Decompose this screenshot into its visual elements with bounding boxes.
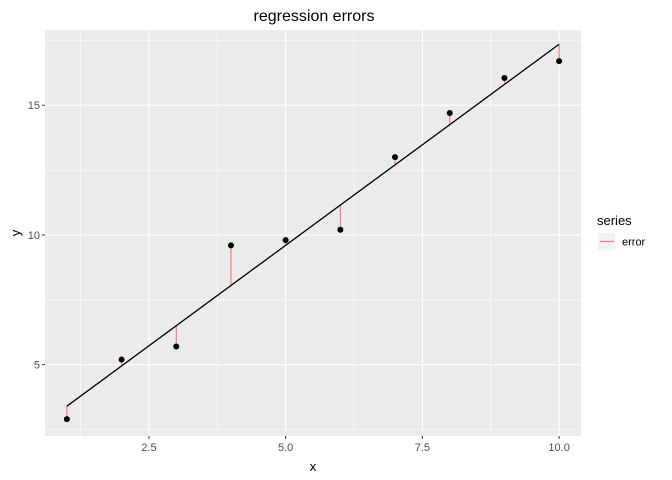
data-point [282, 237, 289, 244]
data-point [337, 226, 344, 233]
data-point [556, 58, 563, 65]
data-point [446, 110, 453, 117]
data-point [118, 356, 125, 363]
data-point [63, 416, 70, 423]
chart-title: regression errors [254, 8, 375, 25]
data-point [392, 154, 399, 161]
x-tick-label: 7.5 [415, 442, 430, 454]
x-tick-label: 10.0 [548, 442, 569, 454]
data-point [227, 242, 234, 249]
grid [45, 30, 581, 436]
regression-line [66, 43, 560, 407]
legend: series error [597, 213, 646, 250]
data-points [63, 58, 563, 423]
x-axis-ticks: 2.5 5.0 7.5 10.0 [141, 436, 570, 454]
data-point [173, 343, 180, 350]
x-tick-label: 2.5 [141, 442, 156, 454]
y-tick-label: 15 [28, 100, 40, 112]
plot-panel [45, 30, 581, 436]
legend-label-error: error [622, 237, 646, 249]
y-axis-title: y [8, 229, 23, 236]
y-tick-label: 10 [28, 230, 40, 242]
y-axis-ticks: 5 10 15 [28, 100, 45, 372]
legend-title: series [597, 213, 632, 228]
data-point [501, 74, 508, 81]
y-tick-label: 5 [34, 360, 40, 372]
x-tick-label: 5.0 [278, 442, 293, 454]
x-axis-title: x [310, 459, 317, 474]
